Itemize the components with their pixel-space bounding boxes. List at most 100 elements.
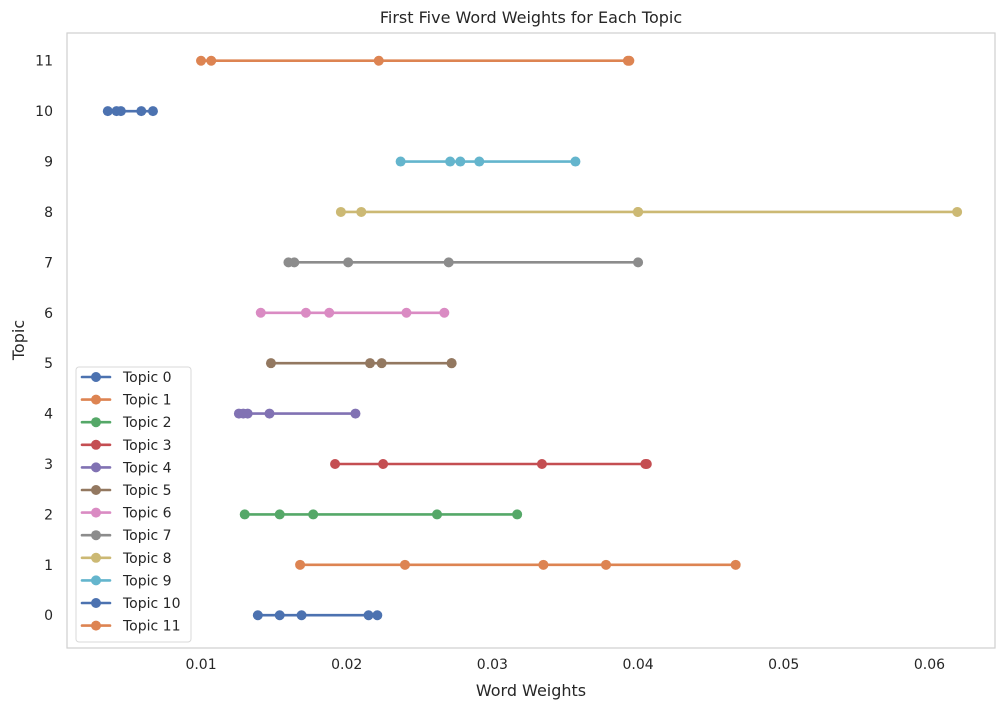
legend-label: Topic 3 [122, 438, 172, 454]
legend-box [75, 366, 192, 643]
data-point [255, 307, 266, 318]
series-topic-6 [255, 307, 450, 318]
data-point [376, 358, 387, 369]
data-point [624, 55, 635, 66]
legend-swatch-marker [91, 394, 101, 405]
data-point [455, 156, 466, 167]
data-point [239, 509, 250, 520]
legend-label: Topic 2 [122, 415, 172, 431]
y-tick-label: 3 [44, 457, 53, 473]
data-point [264, 408, 275, 419]
data-point [730, 559, 741, 570]
series-topic-3 [330, 459, 652, 469]
legend-label: Topic 9 [122, 573, 172, 589]
legend-item: Topic 8 [80, 551, 172, 567]
legend-swatch-marker [91, 372, 101, 382]
legend-items: Topic 0 Topic 1 Topic 2 Topic 3 Topic 4 Topic… [80, 370, 180, 635]
legend-swatch-marker [91, 530, 101, 541]
data-point [324, 307, 335, 318]
data-point [335, 206, 346, 217]
legend-swatch-marker [91, 598, 101, 608]
legend-swatch-marker [91, 462, 101, 473]
y-tick-label: 6 [44, 306, 53, 322]
series-topic-7 [283, 257, 644, 268]
y-tick-label: 4 [44, 407, 53, 423]
data-point [443, 257, 454, 268]
y-tick-label: 7 [44, 255, 53, 271]
x-tick-label: 0.04 [622, 657, 653, 673]
series-topic-1 [295, 559, 741, 570]
legend-swatch-marker [91, 417, 101, 428]
data-point [633, 257, 644, 268]
data-point [289, 257, 300, 268]
data-point [356, 206, 367, 217]
legend-item: Topic 6 [80, 506, 172, 522]
data-point [439, 307, 450, 318]
data-point [372, 610, 383, 621]
x-tick-label: 0.01 [185, 657, 216, 673]
data-point [536, 459, 547, 469]
legend-swatch-marker [91, 552, 101, 563]
legend-label: Topic 6 [122, 506, 172, 522]
data-point [633, 206, 644, 217]
data-point [242, 408, 253, 419]
y-tick-label: 0 [44, 608, 53, 624]
legend: Topic 0 Topic 1 Topic 2 Topic 3 Topic 4 Topic… [75, 366, 192, 643]
x-tick-label: 0.03 [477, 657, 508, 673]
legend-item: Topic 2 [80, 415, 172, 431]
series-topic-8 [335, 206, 963, 217]
y-tick-label: 9 [44, 155, 53, 171]
legend-item: Topic 7 [80, 528, 172, 544]
series-topic-11 [196, 55, 635, 66]
legend-swatch-marker [91, 507, 101, 518]
data-point [296, 610, 307, 621]
data-point [265, 358, 276, 369]
data-point [512, 509, 523, 520]
y-tick-label: 8 [44, 205, 53, 221]
legend-item: Topic 0 [80, 370, 172, 386]
data-point [378, 459, 389, 469]
legend-label: Topic 1 [122, 393, 172, 409]
data-point [350, 408, 361, 419]
data-point [401, 307, 412, 318]
data-point [373, 55, 384, 66]
data-point [432, 509, 443, 520]
data-point [115, 106, 126, 117]
series-topic-4 [233, 408, 361, 419]
data-point [300, 307, 311, 318]
series-layer [102, 55, 963, 621]
data-point [330, 459, 341, 469]
data-point [295, 559, 306, 570]
data-point [365, 358, 376, 369]
legend-label: Topic 8 [122, 551, 172, 567]
data-point [343, 257, 354, 268]
data-point [601, 559, 612, 570]
legend-swatch-marker [91, 439, 101, 450]
data-point [952, 206, 963, 217]
legend-item: Topic 5 [80, 483, 172, 499]
legend-swatch-marker [91, 620, 101, 631]
y-axis-label: Topic [9, 320, 28, 361]
legend-item: Topic 3 [80, 438, 172, 454]
data-point [641, 459, 652, 469]
data-point [570, 156, 581, 167]
y-tick-label: 1 [44, 558, 53, 574]
x-axis-label: Word Weights [476, 681, 586, 700]
data-point [102, 106, 113, 117]
x-tick-label: 0.02 [331, 657, 362, 673]
legend-item: Topic 4 [80, 460, 172, 476]
y-tick-label: 10 [35, 104, 53, 120]
plot-area-frame [66, 32, 996, 649]
y-tick-label: 2 [44, 507, 53, 523]
legend-label: Topic 4 [122, 460, 172, 476]
legend-label: Topic 10 [122, 596, 180, 612]
legend-label: Topic 11 [122, 619, 180, 635]
x-tick-label: 0.05 [768, 657, 799, 673]
legend-item: Topic 9 [80, 573, 172, 589]
legend-label: Topic 5 [122, 483, 172, 499]
series-topic-10 [102, 106, 158, 117]
legend-swatch-marker [91, 485, 101, 495]
series-topic-0 [252, 610, 383, 621]
series-topic-9 [395, 156, 581, 167]
